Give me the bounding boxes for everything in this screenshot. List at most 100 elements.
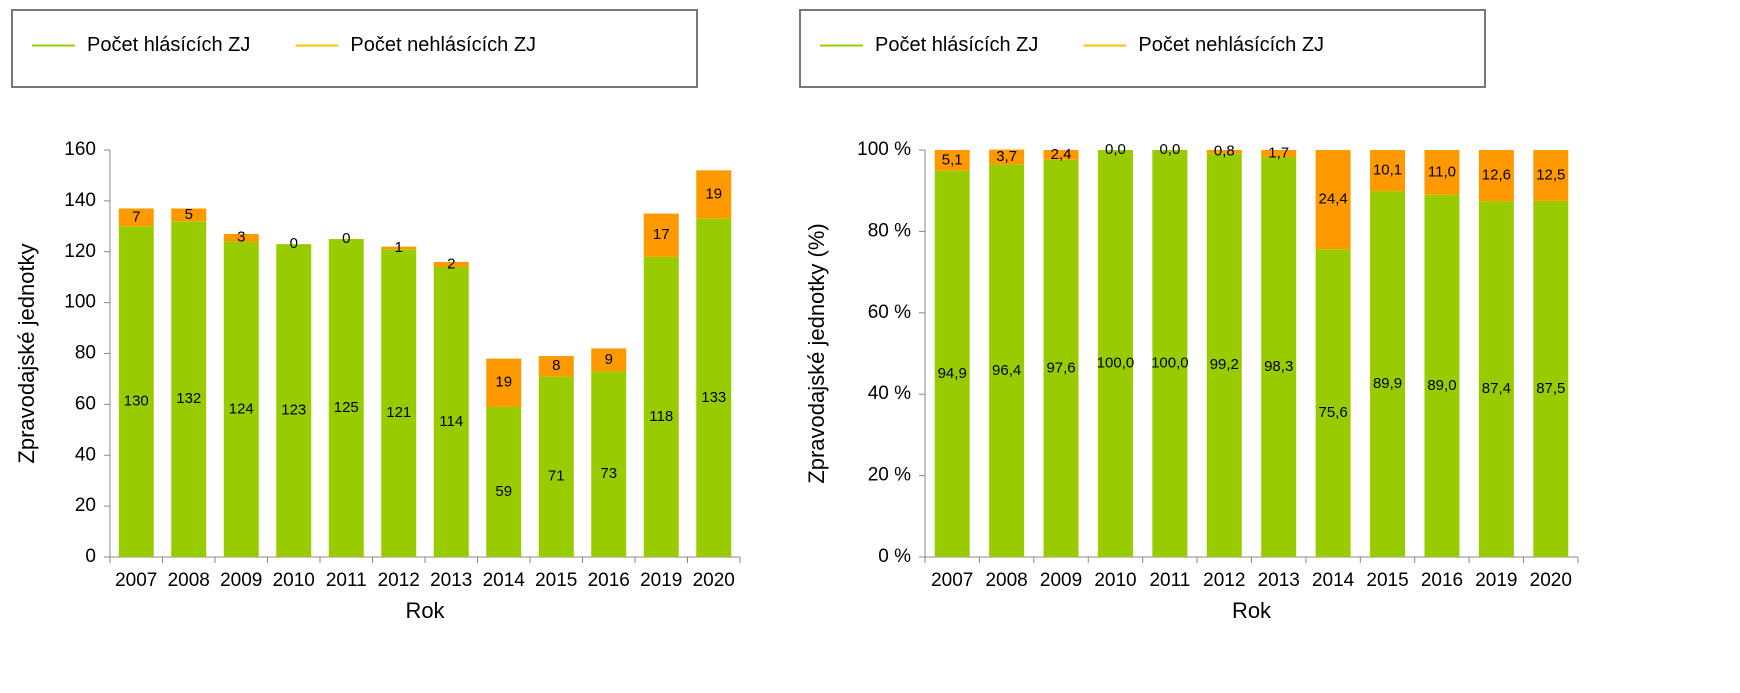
bar-segment <box>223 233 259 242</box>
data-label: 10,1 <box>1373 162 1402 179</box>
data-label: 11,0 <box>1428 163 1456 180</box>
data-label: 1 <box>395 239 403 256</box>
data-label: 0,0 <box>1105 141 1126 158</box>
x-tick-label: 2014 <box>483 570 526 591</box>
x-tick-label: 2016 <box>588 570 630 591</box>
y-axis-title: Zpravodajské jednotky <box>14 243 39 463</box>
bar-segment <box>381 246 417 250</box>
legend-box <box>11 9 698 88</box>
data-label: 0 <box>290 235 298 252</box>
y-tick-label: 0 % <box>878 546 911 567</box>
bar-segment <box>1424 194 1460 557</box>
data-label: 97,6 <box>1046 359 1075 376</box>
data-label: 12,6 <box>1482 167 1511 184</box>
data-label: 124 <box>229 400 254 417</box>
data-label: 1,7 <box>1268 144 1289 161</box>
x-tick-label: 2020 <box>1530 570 1572 591</box>
bar-segment <box>1315 249 1351 558</box>
bar-segment <box>1370 191 1406 557</box>
y-tick-label: 100 <box>64 292 96 313</box>
data-label: 125 <box>334 399 359 416</box>
data-label: 19 <box>705 185 722 202</box>
legend-label: Počet hlásících ZJ <box>875 34 1038 56</box>
x-tick-label: 2014 <box>1312 570 1355 591</box>
y-tick-label: 80 <box>75 343 96 364</box>
bar-segment <box>989 149 1025 165</box>
x-tick-label: 2012 <box>378 570 420 591</box>
x-tick-label: 2015 <box>1366 570 1408 591</box>
y-tick-label: 40 % <box>868 383 911 404</box>
data-label: 2,4 <box>1051 146 1072 163</box>
bar-segment <box>1478 201 1514 558</box>
data-label: 118 <box>649 408 673 425</box>
data-label: 3 <box>237 229 245 246</box>
x-tick-label: 2011 <box>326 570 367 591</box>
y-tick-label: 0 <box>85 546 96 567</box>
data-label: 5 <box>185 206 193 223</box>
bar-segment <box>1261 150 1297 157</box>
bar-segment <box>538 376 574 557</box>
data-label: 100,0 <box>1151 354 1189 371</box>
data-label: 17 <box>653 226 670 243</box>
data-label: 75,6 <box>1319 404 1348 421</box>
x-axis-title: Rok <box>405 598 445 623</box>
x-tick-label: 2011 <box>1149 570 1190 591</box>
data-label: 24,4 <box>1319 191 1348 208</box>
x-tick-label: 2012 <box>1203 570 1245 591</box>
y-tick-label: 100 % <box>857 139 911 160</box>
bar-segment <box>486 406 522 557</box>
bar-segment <box>643 213 679 257</box>
bar-segment <box>1533 200 1569 557</box>
data-label: 5,1 <box>942 151 963 168</box>
x-tick-label: 2009 <box>220 570 262 591</box>
bar-segment <box>328 239 364 557</box>
data-label: 12,5 <box>1536 166 1565 183</box>
data-label: 100,0 <box>1097 354 1135 371</box>
y-tick-label: 160 <box>64 139 96 160</box>
bar-segment <box>223 241 259 557</box>
data-label: 121 <box>386 404 411 421</box>
bar-segment <box>1261 156 1297 557</box>
bar-segment <box>118 208 154 227</box>
data-label: 59 <box>495 483 512 500</box>
data-label: 87,5 <box>1536 380 1565 397</box>
data-label: 2 <box>447 255 455 272</box>
x-tick-label: 2019 <box>640 570 682 591</box>
x-tick-label: 2016 <box>1421 570 1463 591</box>
bar-segment <box>934 170 970 557</box>
bar-segment <box>171 221 207 557</box>
x-tick-label: 2010 <box>1094 570 1136 591</box>
data-label: 19 <box>495 374 512 391</box>
x-tick-label: 2013 <box>430 570 472 591</box>
y-tick-label: 80 % <box>868 220 911 241</box>
x-tick-label: 2013 <box>1258 570 1300 591</box>
data-label: 9 <box>605 351 613 368</box>
bar-segment <box>1315 150 1351 250</box>
x-tick-label: 2007 <box>931 570 973 591</box>
y-tick-label: 40 <box>75 444 96 465</box>
data-label: 114 <box>439 413 463 430</box>
x-tick-label: 2009 <box>1040 570 1082 591</box>
bar-segment <box>433 267 469 557</box>
bar-segment <box>591 348 627 372</box>
x-tick-label: 2008 <box>985 570 1027 591</box>
data-label: 89,9 <box>1373 375 1402 392</box>
x-axis-title: Rok <box>1232 598 1272 623</box>
x-tick-label: 2019 <box>1475 570 1517 591</box>
y-tick-label: 140 <box>64 190 96 211</box>
data-label: 132 <box>176 390 201 407</box>
bar-segment <box>1533 150 1569 201</box>
bar-segment <box>1206 150 1242 154</box>
bar-segment <box>1206 153 1242 558</box>
bar-segment <box>1043 150 1079 160</box>
legend-label: Počet nehlásících ZJ <box>1138 34 1324 56</box>
bar-segment <box>433 261 469 268</box>
data-label: 3,7 <box>996 148 1017 165</box>
y-tick-label: 60 % <box>868 302 911 323</box>
bar-segment <box>934 150 970 171</box>
bar-segment <box>381 249 417 558</box>
x-tick-label: 2008 <box>168 570 210 591</box>
data-label: 123 <box>281 402 306 419</box>
